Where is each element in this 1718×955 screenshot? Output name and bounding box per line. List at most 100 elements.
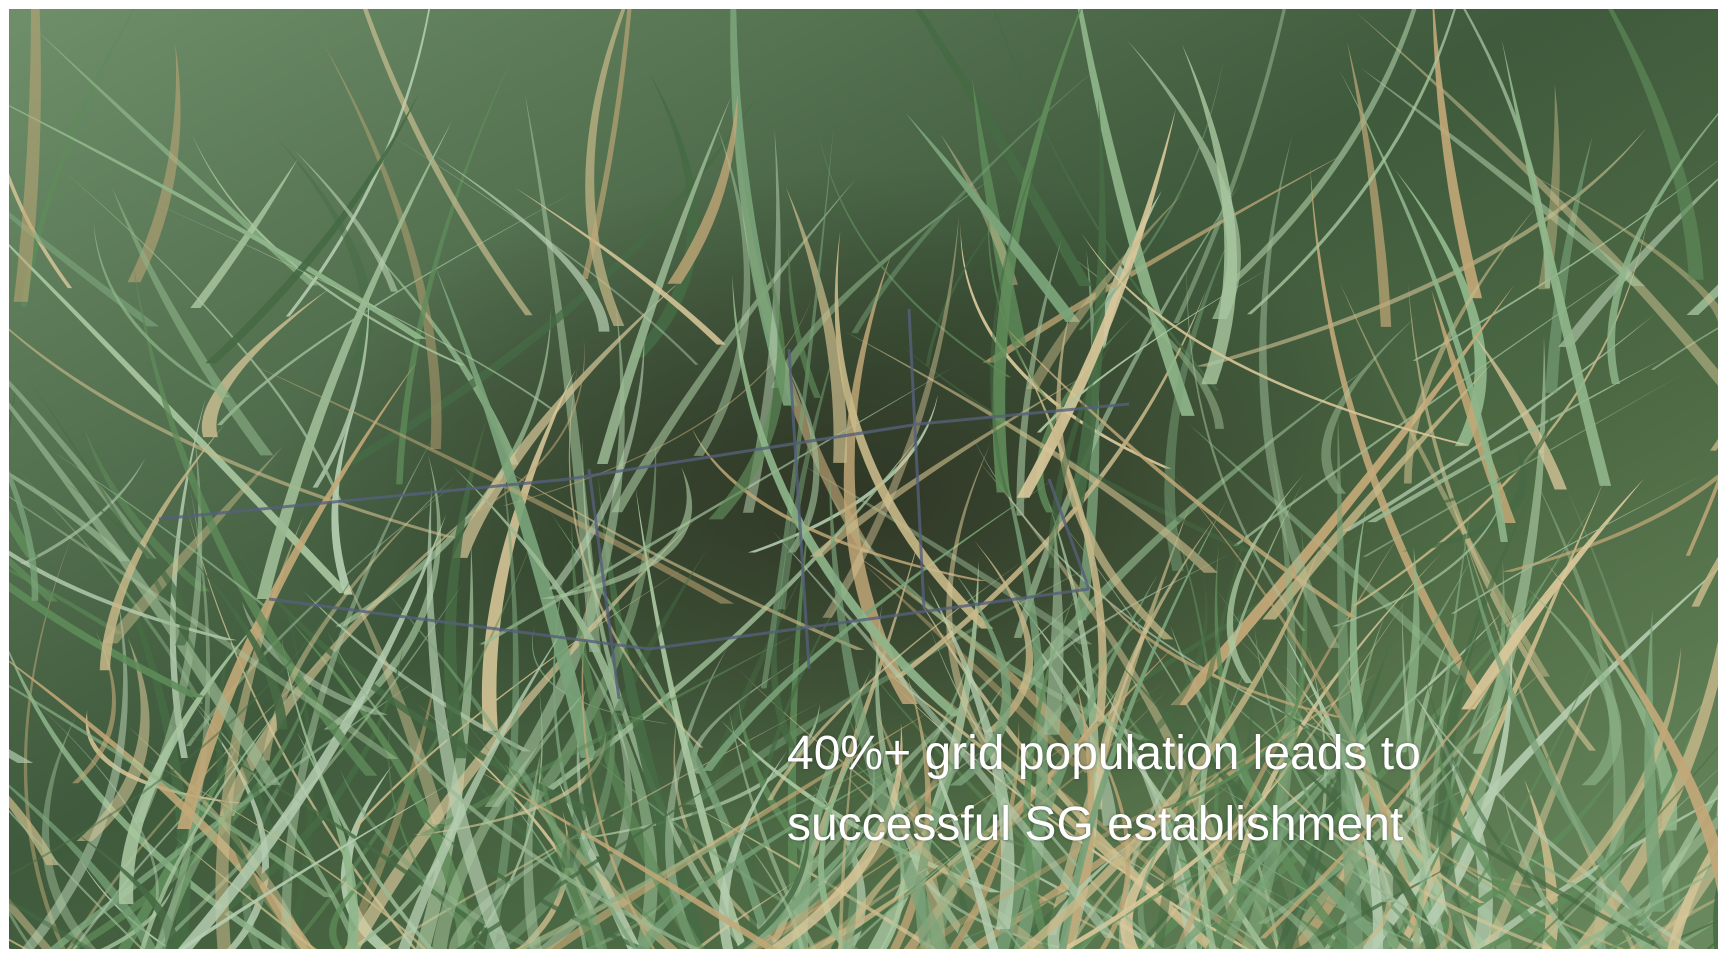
- grass-blade: [1558, 178, 1718, 348]
- grass-blade: [1121, 575, 1208, 757]
- caption-line: successful SG establishment: [787, 798, 1404, 851]
- grass-blade: [1650, 327, 1718, 370]
- grass-blade: [9, 496, 399, 759]
- grass-blade: [276, 137, 373, 368]
- grass-blade: [863, 563, 1083, 767]
- grass-blade: [548, 335, 645, 590]
- grass-blade: [9, 243, 351, 594]
- grass-blade: [752, 679, 1171, 949]
- grass-blade: [296, 732, 359, 949]
- grass-blade: [927, 584, 1015, 929]
- grass-blade: [41, 716, 97, 949]
- grass-blade: [577, 641, 658, 949]
- grass-blade: [1352, 850, 1391, 949]
- grass-blade: [9, 402, 281, 785]
- grass-blade: [9, 104, 427, 339]
- grass-blade: [1412, 503, 1472, 949]
- grass-blade: [982, 150, 1351, 363]
- grass-blade: [837, 811, 958, 949]
- grass-blade: [809, 374, 1087, 557]
- grass-blade: [282, 589, 314, 949]
- grass-blade: [1403, 650, 1512, 949]
- grass-blade: [667, 93, 738, 284]
- grass-photo: [9, 9, 1718, 949]
- grass-blade: [9, 947, 11, 949]
- grass-blade: [576, 684, 600, 857]
- grass-blade: [693, 124, 751, 456]
- grass-blade: [1279, 625, 1384, 949]
- grass-blade: [1183, 845, 1326, 949]
- grass-blade: [481, 369, 576, 731]
- grass-blade: [432, 685, 592, 949]
- grass-blade: [890, 656, 1257, 949]
- caption: 40%+ grid population leads to successful…: [787, 718, 1421, 860]
- grass-blade: [192, 559, 288, 730]
- grass-blade: [9, 508, 39, 558]
- grass-blade: [76, 637, 150, 841]
- grass-blade: [914, 703, 1354, 949]
- grass-blade: [71, 631, 117, 784]
- grass-blade: [730, 9, 798, 406]
- grass-blade: [1568, 869, 1718, 949]
- grass-blade: [867, 560, 979, 949]
- grass-blade: [469, 765, 778, 949]
- grass-blade: [9, 469, 39, 601]
- grass-blade: [9, 684, 334, 898]
- grass-blade: [285, 615, 475, 949]
- grass-blade: [127, 43, 181, 283]
- grass-blade: [47, 447, 268, 607]
- grass-blade: [1220, 778, 1359, 949]
- caption-line: 40%+ grid population leads to: [787, 727, 1421, 780]
- grass-blade: [1232, 253, 1647, 546]
- grass-blade: [489, 689, 615, 949]
- grass-blade: [1181, 44, 1238, 385]
- grass-blade: [1644, 609, 1665, 912]
- grass-blade: [905, 112, 1081, 322]
- grass-blade: [1691, 556, 1718, 607]
- grass-blade: [155, 762, 265, 949]
- grass-blade: [201, 287, 331, 438]
- grass-blade: [517, 810, 570, 949]
- grass-blade: [1175, 532, 1401, 949]
- grass-blade: [571, 516, 705, 949]
- grass-blade: [771, 530, 1117, 939]
- grass-blade: [946, 444, 997, 757]
- grass-blade: [1346, 614, 1405, 949]
- grass-blade: [573, 703, 820, 839]
- grass-blade: [118, 614, 265, 905]
- wire-grid: [158, 308, 1130, 700]
- grass-blade: [484, 453, 519, 949]
- grass-blade: [242, 360, 735, 604]
- grass-blade: [874, 709, 946, 949]
- grass-blade: [1153, 508, 1253, 949]
- grass-blade: [940, 133, 1018, 285]
- grass-blade: [1043, 605, 1282, 942]
- grass-blade: [1196, 738, 1301, 949]
- grass-blade: [596, 95, 732, 464]
- grass-blade: [992, 9, 1082, 493]
- grass-blade: [9, 795, 59, 866]
- grass-blade: [1461, 478, 1645, 710]
- grass-blade: [9, 380, 157, 559]
- grass-blade: [992, 783, 1271, 949]
- grass-blade: [48, 681, 416, 949]
- grass-blade: [546, 711, 930, 949]
- grass-blade: [1137, 822, 1174, 949]
- grass-blade: [1276, 665, 1549, 949]
- grass-blade: [1016, 238, 1062, 516]
- grass-blade: [788, 246, 822, 398]
- grass-blade: [843, 251, 918, 705]
- grass-blade: [1608, 859, 1718, 949]
- grass-blade: [1360, 67, 1646, 287]
- grass-blade: [295, 151, 399, 292]
- grass-blade: [949, 571, 1011, 786]
- grass-blade: [1712, 878, 1718, 949]
- grass-blade: [1367, 358, 1664, 523]
- grass-blade: [9, 899, 93, 949]
- grass-blade: [648, 569, 806, 949]
- grass-blade: [452, 276, 685, 558]
- grass-blade: [1069, 97, 1107, 507]
- grass-blade: [1362, 373, 1685, 557]
- grass-blade: [331, 398, 358, 595]
